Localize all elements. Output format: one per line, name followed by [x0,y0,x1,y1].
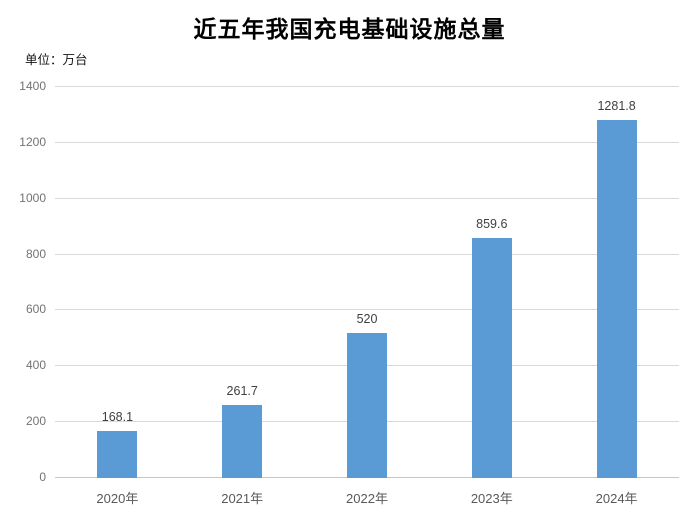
y-tick-label-600: 600 [25,302,46,317]
y-tick-label-1200: 1200 [19,134,46,149]
y-tick-label-1000: 1000 [19,190,46,205]
bar-2021年 [222,404,263,478]
data-label-2023年: 859.6 [476,216,508,231]
x-tick-label-2021年: 2021年 [221,491,264,506]
bar-2024年 [596,120,637,478]
plot-area: 0 200 400 600 800 1000 1200 1400 168.1 2020年 261.7… [19,79,679,506]
gridline-1200 [55,141,679,143]
x-tick-label-2024年: 2024年 [595,491,638,506]
chart-title: 近五年我国充电基础设施总量 [193,17,506,42]
x-tick-label-2020年: 2020年 [96,491,139,506]
bar-2023年 [471,237,512,478]
data-label-2021年: 261.7 [226,383,258,398]
gridline-600 [55,309,679,311]
gridline-800 [55,253,679,255]
y-tick-label-400: 400 [25,358,46,373]
y-tick-label-800: 800 [25,246,46,261]
y-tick-label-1400: 1400 [19,79,46,93]
bar-2020年 [97,431,138,478]
bar-2022年 [347,332,387,478]
unit-label: 单位：万台 [25,53,88,67]
data-label-2022年: 520 [356,311,378,326]
y-tick-label-200: 200 [25,414,46,429]
data-label-2024年: 1281.8 [597,99,636,114]
x-tick-label-2023年: 2023年 [470,491,513,506]
data-label-2020年: 168.1 [101,410,134,425]
y-tick-label-0: 0 [39,470,46,484]
gridline-1000 [55,197,679,199]
gridline-1400 [55,86,679,87]
x-tick-label-2022年: 2022年 [346,491,388,506]
